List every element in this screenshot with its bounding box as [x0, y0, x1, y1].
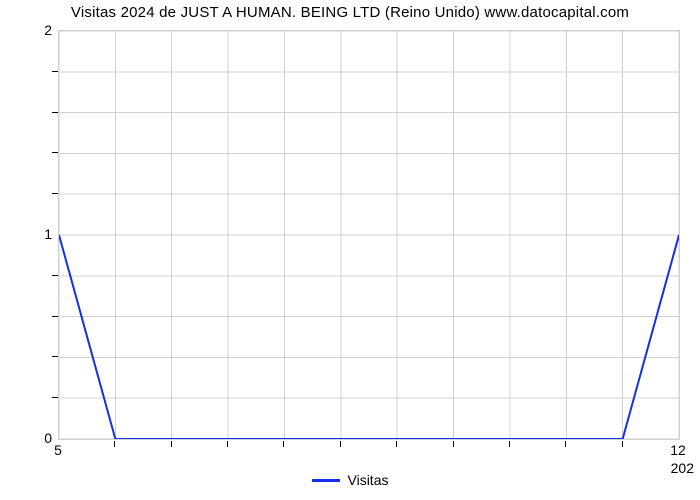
y-minor-tick — [52, 356, 58, 357]
y-minor-tick — [52, 275, 58, 276]
x-tick-label: 12 — [670, 442, 686, 458]
legend: Visitas — [0, 472, 700, 488]
chart-title: Visitas 2024 de JUST A HUMAN. BEING LTD … — [0, 4, 700, 21]
y-minor-tick — [52, 193, 58, 194]
y-tick-label: 0 — [12, 430, 52, 446]
y-minor-tick — [52, 316, 58, 317]
y-tick-label: 1 — [12, 226, 52, 242]
x-minor-tick — [565, 441, 566, 447]
chart-svg — [59, 31, 679, 439]
y-minor-tick — [52, 112, 58, 113]
x-minor-tick — [283, 441, 284, 447]
x-minor-tick — [622, 441, 623, 447]
x-minor-tick — [171, 441, 172, 447]
x-minor-tick — [340, 441, 341, 447]
y-tick-label: 2 — [12, 22, 52, 38]
x-minor-tick — [114, 441, 115, 447]
x-minor-tick — [396, 441, 397, 447]
legend-swatch — [312, 479, 340, 482]
y-minor-tick — [52, 152, 58, 153]
x-tick-label: 5 — [54, 442, 62, 458]
x-minor-tick — [509, 441, 510, 447]
y-minor-tick — [52, 71, 58, 72]
legend-label: Visitas — [348, 472, 389, 488]
plot-area — [58, 30, 680, 440]
x-minor-tick — [227, 441, 228, 447]
y-minor-tick — [52, 397, 58, 398]
series-line — [59, 235, 679, 439]
x-minor-tick — [453, 441, 454, 447]
